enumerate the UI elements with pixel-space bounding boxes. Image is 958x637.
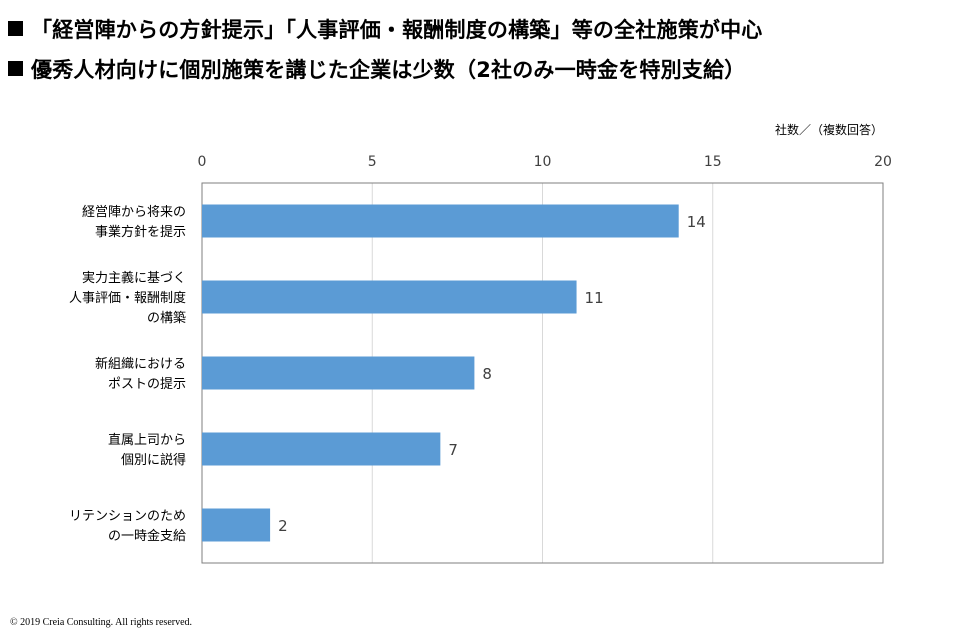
headline-2-text: 優秀人材向けに個別施策を講じた企業は少数（2社のみ一時金を特別支給） bbox=[31, 58, 746, 82]
bar bbox=[202, 204, 679, 238]
category-label: 個別に説得 bbox=[121, 452, 186, 468]
square-bullet-icon bbox=[8, 61, 23, 76]
bar bbox=[202, 432, 441, 466]
data-label: 8 bbox=[482, 365, 492, 383]
category-label: ポストの提示 bbox=[108, 376, 186, 392]
category-label: 実力主義に基づく bbox=[82, 270, 186, 286]
category-label: 直属上司から bbox=[108, 433, 186, 448]
x-tick-label: 5 bbox=[368, 154, 377, 170]
x-tick-label: 15 bbox=[704, 154, 722, 170]
bar bbox=[202, 508, 271, 542]
category-label: 経営陣から将来の bbox=[82, 205, 186, 220]
copyright-notice: © 2019 Creia Consulting. All rights rese… bbox=[10, 617, 193, 628]
bar bbox=[202, 280, 577, 314]
x-tick-label: 20 bbox=[874, 154, 892, 170]
data-label: 11 bbox=[585, 289, 604, 307]
category-label: 人事評価・報酬制度 bbox=[69, 290, 186, 306]
x-tick-label: 10 bbox=[534, 154, 552, 170]
bar bbox=[202, 356, 475, 390]
category-label: 事業方針を提示 bbox=[95, 224, 186, 240]
category-label: リテンションのため bbox=[69, 509, 186, 524]
headline-2: 優秀人材向けに個別施策を講じた企業は少数（2社のみ一時金を特別支給） bbox=[8, 54, 745, 84]
axis-unit-label: 社数／（複数回答） bbox=[775, 122, 883, 137]
headline-1-text: 「経営陣からの方針提示」「人事評価・報酬制度の構築」等の全社施策が中心 bbox=[31, 18, 763, 42]
data-label: 7 bbox=[448, 441, 458, 459]
category-label: の構築 bbox=[147, 311, 186, 326]
square-bullet-icon bbox=[8, 21, 23, 36]
x-tick-label: 0 bbox=[198, 154, 207, 170]
data-label: 2 bbox=[278, 517, 288, 535]
data-label: 14 bbox=[687, 213, 706, 231]
headline-1: 「経営陣からの方針提示」「人事評価・報酬制度の構築」等の全社施策が中心 bbox=[8, 14, 763, 44]
category-label: 新組織における bbox=[95, 356, 186, 372]
category-label: の一時金支給 bbox=[108, 528, 186, 544]
